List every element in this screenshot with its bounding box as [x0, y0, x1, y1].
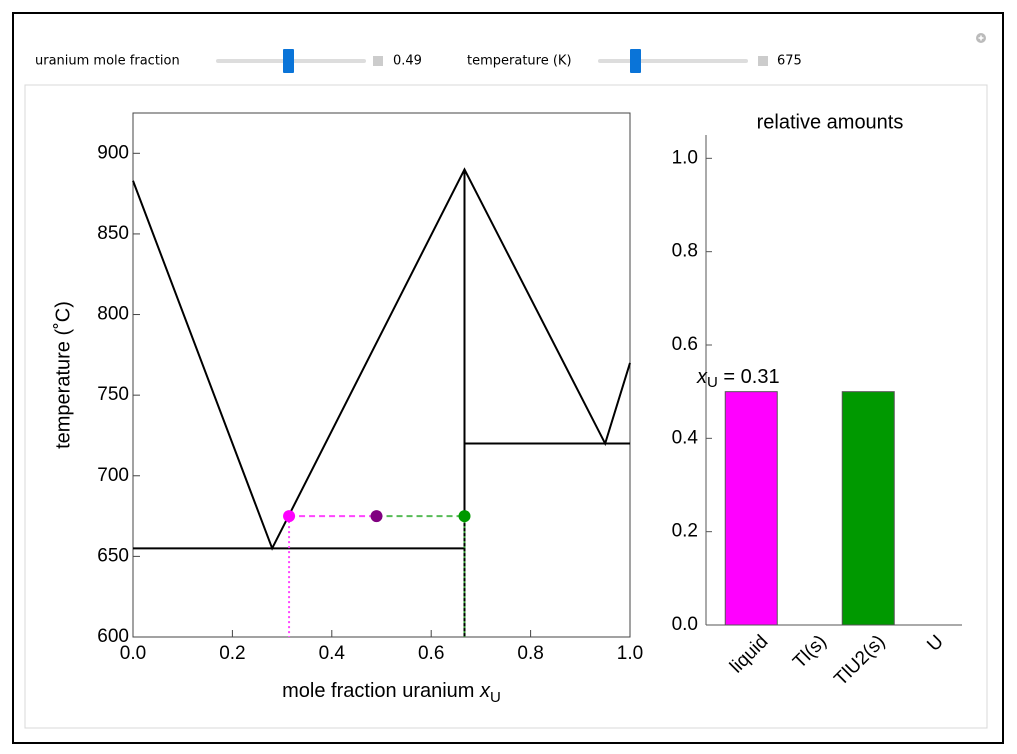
- y-tick-label: 0.6: [672, 334, 698, 355]
- slider-track[interactable]: [598, 59, 748, 63]
- x-axis-label-sub: U: [490, 689, 501, 706]
- y-tick-label: 1.0: [672, 147, 698, 168]
- point: [283, 510, 296, 523]
- y-tick-label: 850: [97, 223, 129, 244]
- annotation-sub: U: [707, 374, 718, 391]
- bar: [724, 391, 778, 626]
- y-tick-label: 0.4: [672, 427, 699, 448]
- slider-thumb[interactable]: [283, 49, 294, 73]
- control-label: temperature (K): [467, 54, 572, 69]
- options-icon: [978, 35, 984, 41]
- x-tick-label: 0.6: [418, 643, 444, 664]
- y-tick-label: 0.0: [672, 614, 698, 635]
- content-panel: [24, 84, 988, 729]
- y-tick-label: 800: [97, 304, 129, 325]
- x-axis-label-text: mole fraction uranium: [282, 680, 480, 702]
- x-axis-label-var: x: [479, 680, 491, 702]
- slider-thumb[interactable]: [630, 49, 641, 73]
- annotation: xU = 0.31: [696, 366, 780, 391]
- y-tick-label: 0.8: [672, 241, 698, 262]
- x-axis-label: mole fraction uranium xU: [282, 680, 501, 706]
- y-tick-label: 600: [97, 626, 129, 647]
- y-tick-label: 900: [97, 142, 129, 163]
- expand-button[interactable]: [758, 56, 768, 66]
- bar: [841, 391, 895, 626]
- y-tick-label: 650: [97, 545, 129, 566]
- y-tick-label: 700: [97, 465, 129, 486]
- y-axis-label: temperature (˚C): [52, 301, 74, 449]
- annotation-var: x: [696, 366, 708, 388]
- y-tick-label: 0.2: [672, 521, 698, 542]
- annotation-text: = 0.31: [718, 366, 780, 388]
- y-tick-label: 750: [97, 384, 129, 405]
- x-tick-label: 0.2: [219, 643, 245, 664]
- x-tick-label: 0.4: [319, 643, 346, 664]
- control-label: uranium mole fraction: [35, 54, 180, 69]
- control-value: 675: [777, 54, 802, 69]
- x-tick-label: 0.0: [120, 643, 146, 664]
- plot-frame: [132, 112, 631, 638]
- x-tick-label: 0.8: [517, 643, 543, 664]
- expand-button[interactable]: [373, 56, 383, 66]
- point: [370, 510, 383, 523]
- chart-title: relative amounts: [757, 111, 904, 133]
- point: [458, 510, 471, 523]
- x-tick-label: 1.0: [617, 643, 643, 664]
- control-value: 0.49: [393, 54, 422, 69]
